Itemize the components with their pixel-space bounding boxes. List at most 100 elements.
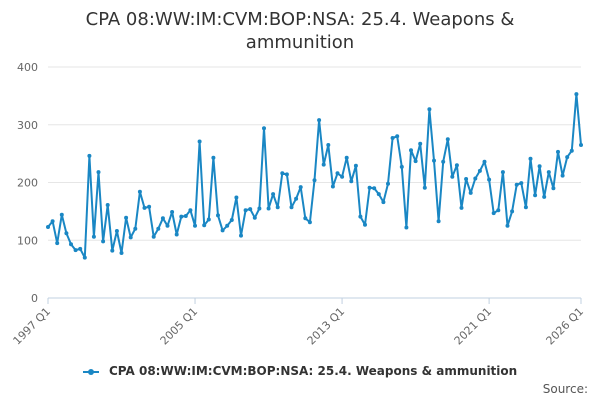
data-point[interactable] bbox=[390, 136, 395, 140]
data-point[interactable] bbox=[556, 149, 560, 154]
data-point[interactable] bbox=[445, 137, 450, 142]
data-point[interactable] bbox=[257, 206, 262, 211]
data-point[interactable] bbox=[482, 159, 487, 164]
data-point[interactable] bbox=[367, 185, 372, 190]
data-point[interactable] bbox=[353, 163, 358, 168]
data-point[interactable] bbox=[395, 134, 400, 139]
data-point[interactable] bbox=[404, 225, 409, 230]
data-point[interactable] bbox=[427, 107, 432, 112]
data-point[interactable] bbox=[165, 223, 170, 228]
data-point[interactable] bbox=[142, 205, 147, 210]
data-point[interactable] bbox=[473, 176, 478, 181]
data-point[interactable] bbox=[565, 155, 570, 160]
data-point[interactable] bbox=[551, 186, 556, 191]
data-point[interactable] bbox=[101, 239, 106, 244]
data-point[interactable] bbox=[335, 171, 340, 176]
data-point[interactable] bbox=[537, 164, 542, 169]
data-point[interactable] bbox=[413, 159, 418, 164]
data-point[interactable] bbox=[289, 205, 294, 210]
data-point[interactable] bbox=[436, 219, 441, 224]
data-point[interactable] bbox=[409, 148, 413, 153]
data-point[interactable] bbox=[298, 185, 303, 190]
data-point[interactable] bbox=[50, 219, 55, 224]
data-point[interactable] bbox=[105, 203, 110, 207]
data-point[interactable] bbox=[266, 206, 271, 211]
data-point[interactable] bbox=[579, 143, 583, 147]
data-point[interactable] bbox=[376, 192, 381, 197]
data-point[interactable] bbox=[307, 220, 312, 225]
data-point[interactable] bbox=[262, 126, 266, 131]
data-point[interactable] bbox=[372, 186, 377, 191]
data-point[interactable] bbox=[239, 233, 243, 238]
data-point[interactable] bbox=[312, 178, 317, 183]
data-point[interactable] bbox=[137, 189, 142, 194]
data-point[interactable] bbox=[330, 184, 335, 189]
data-point[interactable] bbox=[69, 242, 73, 247]
data-point[interactable] bbox=[294, 196, 299, 201]
data-point[interactable] bbox=[491, 211, 496, 216]
data-point[interactable] bbox=[459, 205, 464, 210]
data-point[interactable] bbox=[399, 164, 404, 169]
data-point[interactable] bbox=[326, 143, 331, 147]
data-point[interactable] bbox=[124, 215, 129, 220]
data-point[interactable] bbox=[441, 159, 446, 164]
data-point[interactable] bbox=[546, 170, 551, 175]
data-point[interactable] bbox=[160, 216, 165, 221]
data-point[interactable] bbox=[252, 215, 257, 220]
data-point[interactable] bbox=[284, 172, 289, 177]
data-point[interactable] bbox=[234, 195, 239, 200]
data-point[interactable] bbox=[533, 193, 538, 198]
data-point[interactable] bbox=[468, 190, 473, 195]
data-point[interactable] bbox=[87, 153, 92, 158]
data-point[interactable] bbox=[528, 156, 533, 161]
data-point[interactable] bbox=[174, 232, 179, 237]
data-point[interactable] bbox=[280, 171, 285, 176]
data-point[interactable] bbox=[340, 174, 345, 179]
data-point[interactable] bbox=[147, 204, 152, 209]
data-point[interactable] bbox=[560, 173, 565, 178]
data-point[interactable] bbox=[78, 246, 83, 251]
data-point[interactable] bbox=[510, 209, 515, 214]
data-point[interactable] bbox=[206, 217, 211, 222]
data-point[interactable] bbox=[271, 192, 276, 197]
data-point[interactable] bbox=[220, 228, 225, 233]
data-point[interactable] bbox=[119, 251, 124, 255]
data-point[interactable] bbox=[114, 229, 119, 233]
data-point[interactable] bbox=[46, 225, 50, 229]
data-point[interactable] bbox=[386, 181, 390, 186]
data-point[interactable] bbox=[363, 222, 367, 227]
data-point[interactable] bbox=[275, 205, 280, 210]
data-point[interactable] bbox=[496, 208, 501, 213]
data-point[interactable] bbox=[464, 177, 469, 181]
data-point[interactable] bbox=[188, 208, 193, 213]
data-point[interactable] bbox=[317, 118, 322, 123]
data-point[interactable] bbox=[569, 148, 574, 153]
data-point[interactable] bbox=[216, 213, 220, 218]
data-point[interactable] bbox=[381, 200, 386, 205]
data-point[interactable] bbox=[202, 223, 207, 228]
data-point[interactable] bbox=[64, 231, 69, 236]
data-point[interactable] bbox=[450, 174, 455, 179]
data-point[interactable] bbox=[133, 226, 138, 231]
data-point[interactable] bbox=[193, 223, 197, 228]
data-point[interactable] bbox=[321, 162, 326, 167]
data-point[interactable] bbox=[454, 163, 459, 168]
data-point[interactable] bbox=[183, 214, 188, 218]
data-point[interactable] bbox=[487, 177, 492, 182]
data-point[interactable] bbox=[151, 234, 156, 239]
data-point[interactable] bbox=[197, 139, 202, 144]
data-point[interactable] bbox=[418, 141, 423, 146]
data-point[interactable] bbox=[96, 170, 101, 175]
data-point[interactable] bbox=[170, 210, 175, 214]
data-point[interactable] bbox=[523, 205, 528, 210]
data-point[interactable] bbox=[59, 212, 64, 217]
data-point[interactable] bbox=[477, 168, 482, 173]
data-point[interactable] bbox=[519, 181, 524, 186]
data-point[interactable] bbox=[514, 182, 519, 187]
data-point[interactable] bbox=[349, 179, 354, 184]
data-point[interactable] bbox=[303, 216, 308, 221]
data-point[interactable] bbox=[505, 223, 510, 228]
data-point[interactable] bbox=[91, 234, 96, 239]
data-point[interactable] bbox=[422, 185, 427, 190]
data-point[interactable] bbox=[73, 248, 78, 253]
